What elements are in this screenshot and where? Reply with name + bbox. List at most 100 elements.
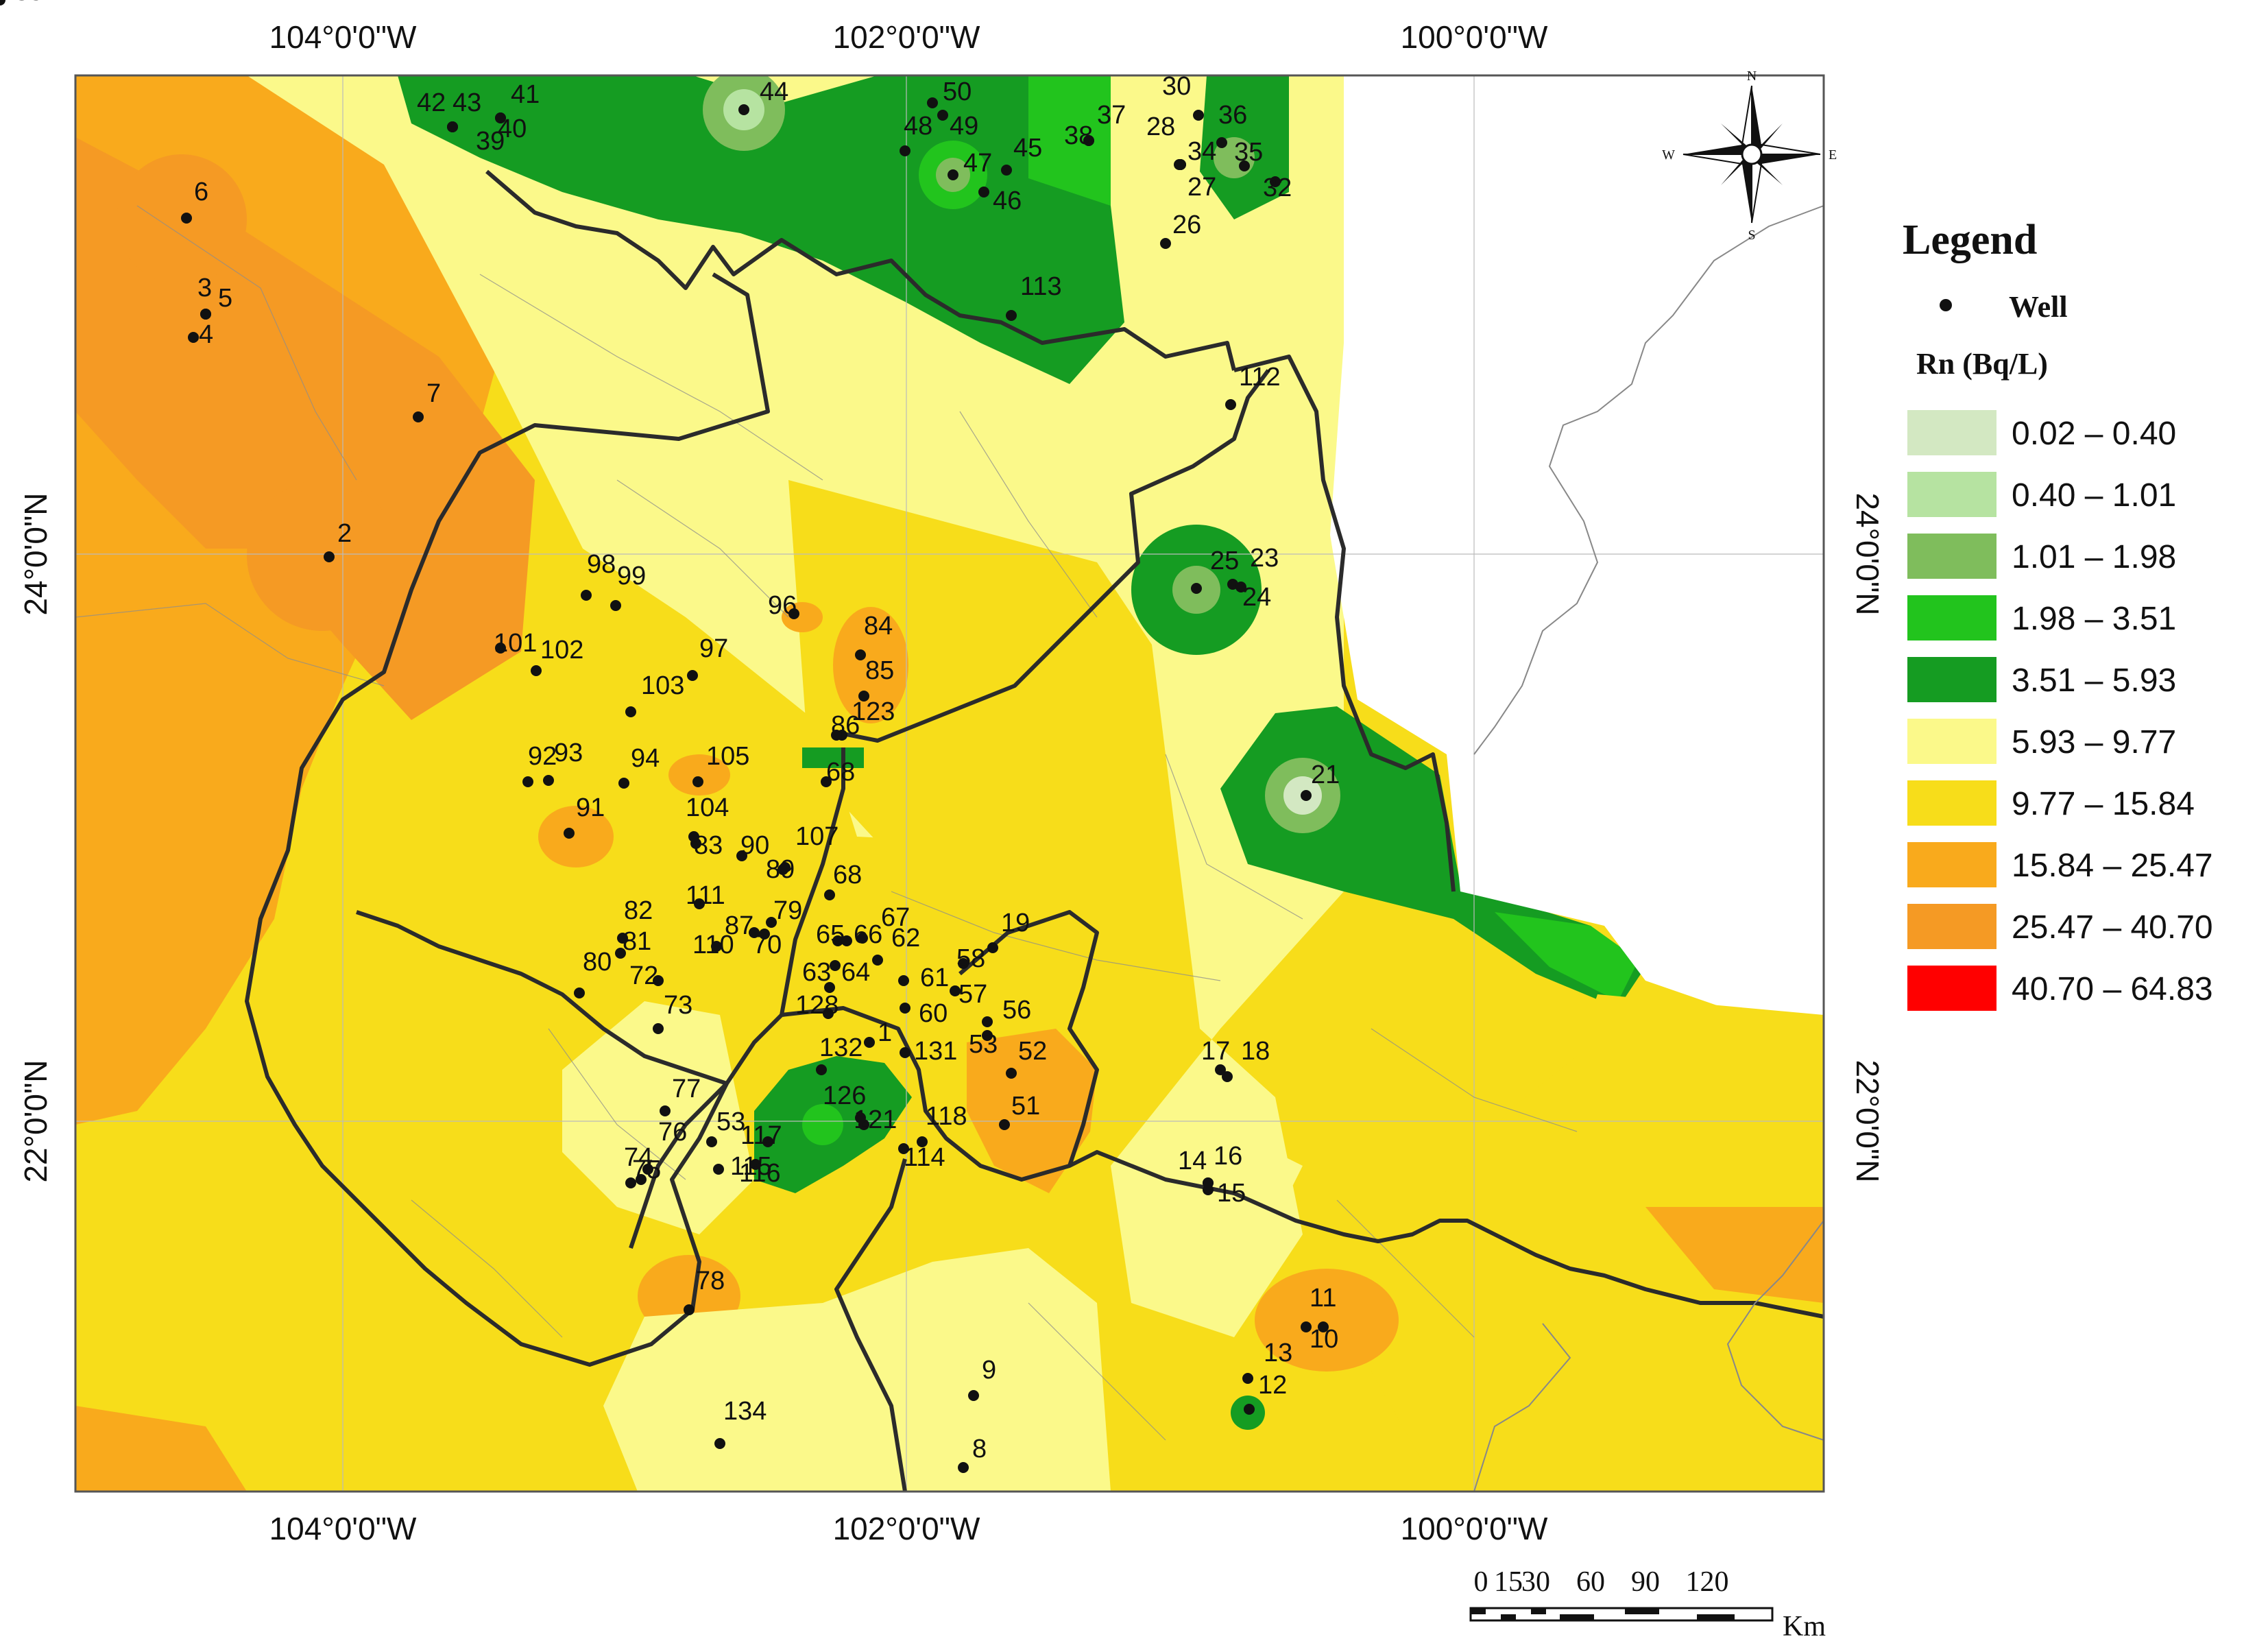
compass-w-label: W (1662, 147, 1675, 163)
well-point (1301, 1321, 1312, 1332)
scale-segment (1471, 1608, 1486, 1614)
well-label: 91 (576, 793, 605, 822)
well-label: 19 (1001, 909, 1030, 937)
well-label: 85 (865, 656, 894, 685)
well-label: 42 (417, 88, 446, 117)
well-label: 135 (0, 0, 43, 6)
well-label: 50 (943, 77, 972, 106)
well-label: 92 (528, 742, 557, 771)
legend-swatch (1907, 595, 1996, 641)
well-label: 10 (1310, 1325, 1338, 1354)
well-point (749, 927, 760, 938)
well-label: 4 (199, 320, 213, 349)
well-point (1318, 1321, 1329, 1332)
well-point (642, 1164, 653, 1175)
well-label: 62 (891, 924, 920, 953)
well-label: 39 (476, 127, 505, 156)
legend-class-label: 0.40 – 1.01 (2012, 477, 2176, 514)
scale-segment (1501, 1614, 1516, 1620)
well-point (950, 985, 961, 996)
north-arrow-icon: N S E W (1662, 69, 1837, 243)
legend-swatch (1907, 472, 1996, 517)
well-point (982, 1030, 993, 1041)
well-point (688, 831, 699, 842)
well-label: 34 (1187, 137, 1216, 166)
well-label: 8 (972, 1435, 987, 1463)
well-label: 35 (1234, 138, 1263, 167)
well-label: 81 (623, 927, 651, 956)
right-axis-label: 22°0'0"N (1850, 1060, 1885, 1182)
scale-tick-label: 60 (1576, 1566, 1605, 1598)
well-label: 68 (826, 758, 855, 787)
well-point (927, 97, 938, 108)
well-label: 118 (926, 1102, 967, 1131)
well-label: 99 (617, 562, 646, 590)
well-label: 36 (1218, 101, 1247, 130)
compass-n-label: N (1747, 69, 1757, 84)
well-point (1001, 165, 1012, 176)
well-label: 60 (919, 999, 948, 1028)
well-point (1006, 310, 1017, 321)
well-point (660, 1105, 671, 1116)
well-label: 26 (1172, 211, 1201, 239)
top-axis-label: 104°0'0"W (269, 19, 417, 55)
well-label: 90 (740, 831, 769, 860)
well-label: 58 (956, 944, 985, 973)
well-point (823, 1008, 834, 1019)
well-label: 3 (197, 274, 212, 302)
well-label: 94 (631, 744, 660, 773)
well-point (188, 332, 199, 343)
well-point (824, 982, 835, 993)
scale-tick-label: 0 (1474, 1566, 1488, 1598)
well-point (982, 1016, 993, 1027)
well-point (413, 411, 424, 422)
well-point (1203, 1177, 1214, 1188)
legend-swatch (1907, 410, 1996, 455)
left-axis-label: 24°0'0"N (18, 492, 53, 615)
legend-title: Legend (1903, 217, 2037, 263)
well-point (816, 1064, 827, 1075)
well-point (978, 187, 989, 197)
well-point (780, 862, 791, 873)
well-point (694, 898, 705, 909)
well-label: 112 (1239, 363, 1281, 392)
well-symbol-icon (1940, 299, 1952, 311)
well-label: 131 (914, 1037, 957, 1066)
legend-class-label: 1.98 – 3.51 (2012, 601, 2176, 637)
well-label: 126 (823, 1081, 866, 1110)
bottom-axis-label: 100°0'0"W (1401, 1511, 1548, 1546)
legend-swatch (1907, 657, 1996, 702)
scale-segment (1697, 1614, 1735, 1620)
well-point (617, 933, 628, 944)
well-label: 65 (816, 920, 845, 949)
well-label: 6 (194, 178, 208, 206)
map-panel (74, 74, 1825, 1493)
well-label: 64 (841, 958, 870, 987)
well-label: 76 (658, 1118, 687, 1147)
well-point (653, 1023, 664, 1034)
legend: Legend Well Rn (Bq/L) 0.02 – 0.40 0.40 – … (1903, 217, 2213, 1011)
well-label: 49 (950, 112, 978, 141)
well-point (324, 551, 335, 562)
well-label: 103 (641, 671, 684, 700)
well-label: 18 (1241, 1037, 1270, 1066)
well-label: 56 (1002, 996, 1031, 1025)
well-label: 30 (1162, 72, 1191, 101)
scale-unit-label: Km (1783, 1611, 1826, 1642)
well-point (0, 0, 5, 5)
well-label: 52 (1018, 1037, 1047, 1066)
well-point (831, 730, 842, 741)
well-label: 102 (540, 636, 583, 665)
well-label: 68 (833, 861, 862, 889)
well-point (898, 1143, 909, 1154)
top-axis-label: 100°0'0"W (1401, 19, 1548, 55)
legend-class-label: 3.51 – 5.93 (2012, 662, 2176, 699)
well-label: 15 (1217, 1179, 1246, 1208)
well-point (1270, 176, 1281, 187)
well-label: 73 (664, 991, 692, 1020)
well-label: 53 (969, 1030, 998, 1059)
well-label: 117 (740, 1121, 782, 1150)
well-label: 28 (1146, 112, 1175, 141)
